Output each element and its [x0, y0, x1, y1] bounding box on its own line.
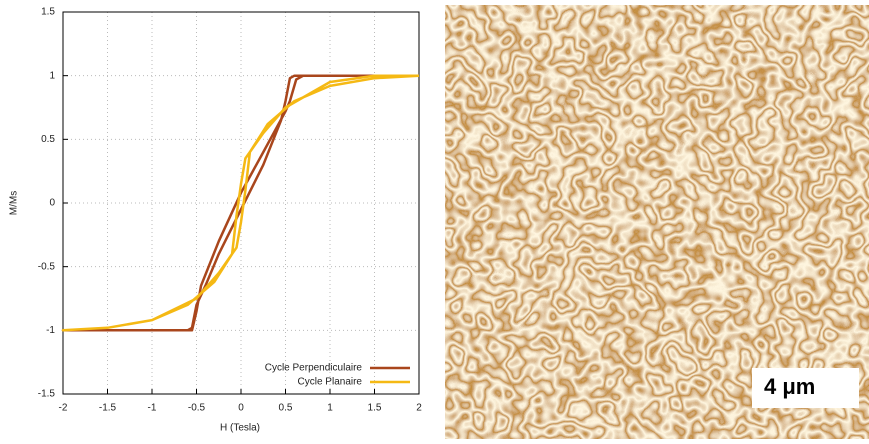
x-tick-label: -2	[59, 403, 68, 414]
y-tick-label: 1.5	[41, 7, 55, 18]
x-tick-label: 2	[416, 403, 422, 414]
series-line	[61, 74, 419, 332]
series-line	[61, 74, 420, 332]
scale-label: 4 μm	[764, 374, 815, 399]
y-axis-label: M/Ms	[9, 191, 20, 215]
scale-box	[752, 368, 859, 408]
x-tick-label: -1.5	[99, 403, 117, 414]
y-tick-label: -1.5	[38, 389, 56, 400]
plot-frame	[62, 11, 420, 395]
y-tick-label: 0.5	[41, 134, 55, 145]
x-tick-label: 0.5	[279, 403, 293, 414]
x-tick-label: -1	[148, 403, 157, 414]
y-tick-label: -0.5	[38, 261, 56, 272]
legend-label: Cycle Perpendiculaire	[265, 363, 363, 374]
y-tick-label: 0	[49, 198, 55, 209]
x-tick-label: 0	[238, 403, 244, 414]
x-tick-label: 1	[327, 403, 333, 414]
legend-label: Cycle Planaire	[298, 377, 363, 388]
x-tick-label: -0.5	[188, 403, 206, 414]
y-tick-label: -1	[46, 325, 55, 336]
mfm-image	[445, 5, 869, 439]
x-axis-label: H (Tesla)	[220, 423, 260, 434]
x-tick-label: 1.5	[368, 403, 382, 414]
y-tick-label: 1	[49, 70, 55, 81]
